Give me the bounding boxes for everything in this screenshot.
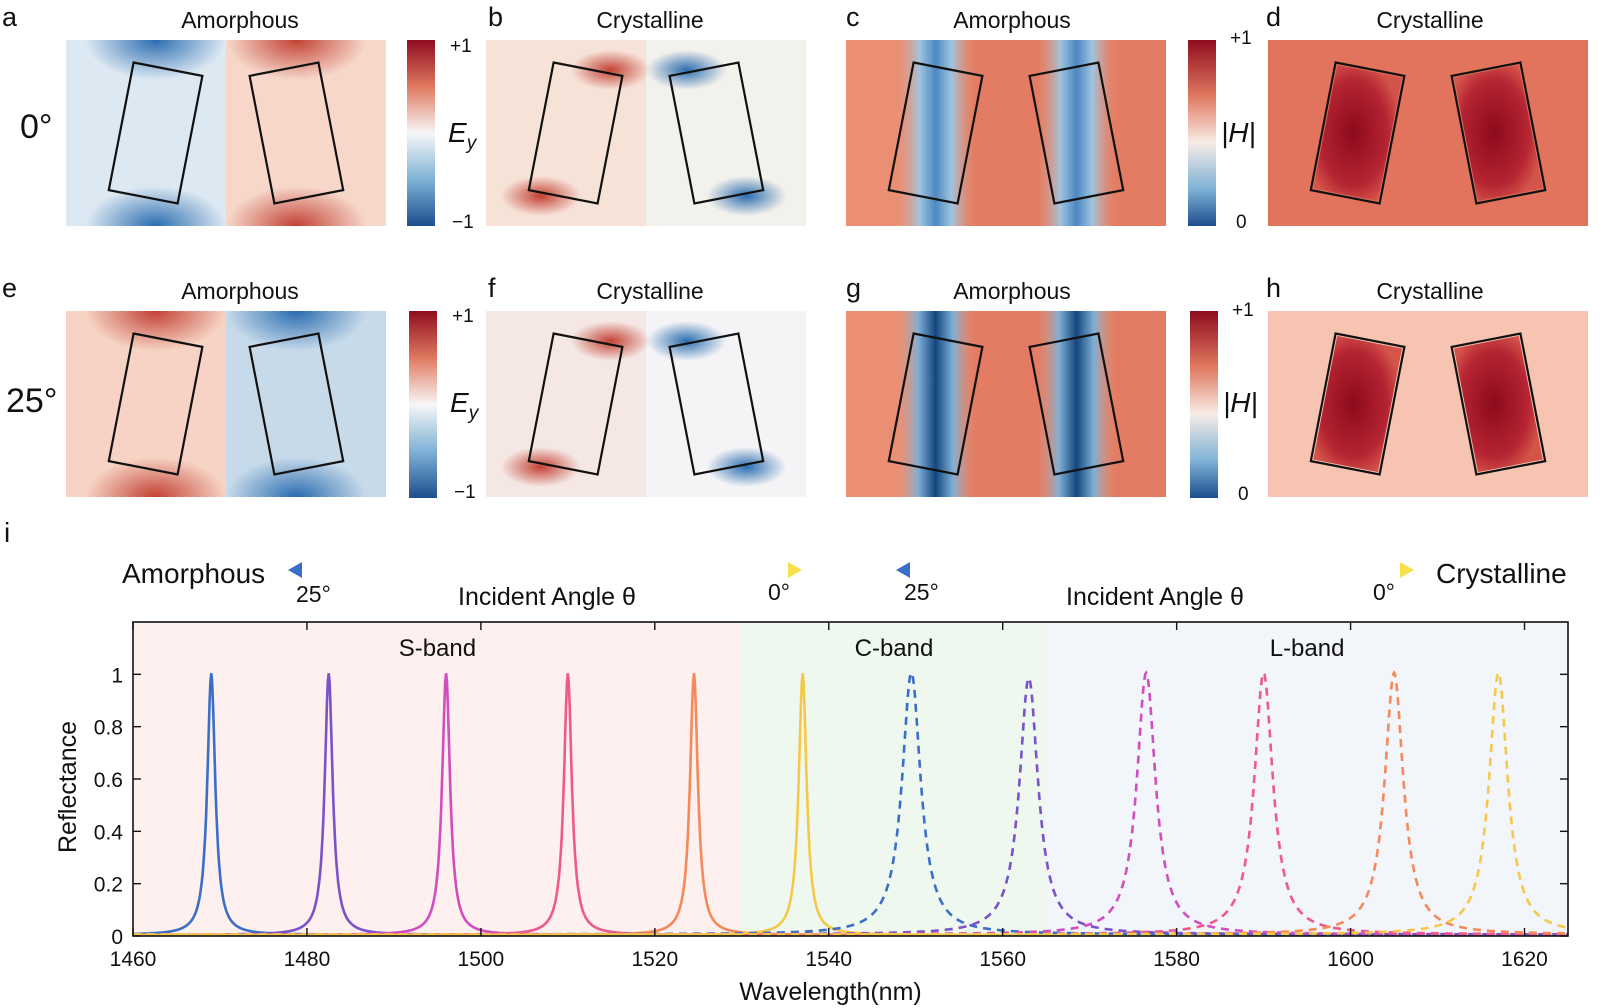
legend-crystalline-caption: Incident Angle θ <box>1066 583 1244 611</box>
colorbar-ey-label: E <box>448 117 467 148</box>
resonator-outline <box>1450 332 1547 476</box>
legend-crystalline-start: 25° <box>904 579 939 605</box>
panel-title-d: Crystalline <box>1376 7 1483 33</box>
resonator-outline <box>107 332 204 476</box>
legend-amorphous: Amorphous 25° Incident Angle θ 0° <box>122 558 802 611</box>
band-l-band <box>1046 622 1568 936</box>
field-panel-c: c Amorphous <box>846 2 1166 226</box>
panel-title-h: Crystalline <box>1376 278 1483 304</box>
legend-amorphous-start: 25° <box>296 581 331 607</box>
resonator-outline <box>1028 332 1125 476</box>
resonator-outline <box>1450 61 1547 205</box>
svg-text:Ey: Ey <box>448 117 478 154</box>
colorbar-ey-top-min: −1 <box>452 212 474 233</box>
resonator-outline <box>887 61 984 205</box>
x-tick-label: 1620 <box>1501 948 1548 971</box>
panel-letter-g: g <box>846 273 861 303</box>
band-s-band <box>133 622 742 936</box>
field-panel-e: e Amorphous <box>2 273 386 497</box>
x-tick-label: 1460 <box>110 948 157 971</box>
legend-amorphous-caption: Incident Angle θ <box>458 583 636 611</box>
colorbar-ey-sub-2: y <box>467 403 480 424</box>
resonator-outline <box>527 332 624 476</box>
field-panel-f: f Crystalline <box>486 273 806 497</box>
colorbar-h-label-2: |H| <box>1223 387 1258 418</box>
legend-crystalline-label: Crystalline <box>1436 558 1567 589</box>
panel-letter-e: e <box>2 273 17 303</box>
panel-title-c: Amorphous <box>953 7 1071 33</box>
resonator-outline <box>1309 332 1406 476</box>
colorbar-h-bottom-max: +1 <box>1232 300 1254 321</box>
colorbar-h-bottom: +1 0 |H| <box>1190 300 1258 505</box>
band-label: L-band <box>1270 635 1345 662</box>
field-panel-a: a Amorphous <box>2 2 386 226</box>
x-tick-label: 1600 <box>1327 948 1374 971</box>
colorbar-ey-label-2: E <box>450 387 469 418</box>
colorbar-ey-bottom-max: +1 <box>452 306 474 327</box>
legend-amorphous-end: 0° <box>768 579 790 605</box>
colorbar-h-bottom-min: 0 <box>1238 484 1249 505</box>
resonator-outline <box>248 61 345 205</box>
field-panel-d: d Crystalline <box>1266 2 1588 226</box>
legend-crystalline: Crystalline 25° Incident Angle θ 0° <box>896 558 1567 611</box>
y-tick-label: 0.6 <box>94 769 123 792</box>
colorbar-ey-top-max: +1 <box>450 36 472 57</box>
panel-letter-b: b <box>488 2 503 32</box>
x-tick-label: 1520 <box>631 948 678 971</box>
panel-letter-a: a <box>2 2 18 32</box>
panel-letter-c: c <box>846 2 860 32</box>
x-tick-label: 1480 <box>284 948 331 971</box>
field-panel-h: h Crystalline <box>1266 273 1588 497</box>
panel-letter-h: h <box>1266 273 1281 303</box>
series-line-crystalline-1617 <box>133 670 1569 936</box>
colorbar-h-top-max: +1 <box>1230 28 1252 49</box>
row-label-0deg: 0° <box>20 108 53 146</box>
panel-title-e: Amorphous <box>181 278 299 304</box>
colorbar-ey-bottom: +1 −1 Ey <box>409 306 480 503</box>
reflectance-chart: S-band C-band L-band 1460 1480 1500 1520 1540 15… <box>54 621 1569 1006</box>
resonator-outline <box>527 61 624 205</box>
y-tick-label: 0 <box>111 926 123 949</box>
x-tick-label: 1500 <box>458 948 505 971</box>
panel-letter-i: i <box>4 517 10 548</box>
panel-letter-f: f <box>488 273 496 303</box>
field-panel-g: g Amorphous <box>846 273 1166 497</box>
row-label-25deg: 25° <box>6 382 57 420</box>
x-tick-label: 1540 <box>805 948 852 971</box>
panel-title-b: Crystalline <box>596 7 703 33</box>
resonator-outline <box>668 332 765 476</box>
legend-amorphous-label: Amorphous <box>122 558 265 589</box>
field-panel-b: b Crystalline <box>486 2 806 226</box>
panel-title-a: Amorphous <box>181 7 299 33</box>
y-axis-label: Reflectance <box>54 721 82 853</box>
panel-title-g: Amorphous <box>953 278 1071 304</box>
band-label: S-band <box>399 635 476 662</box>
x-tick-label: 1580 <box>1153 948 1200 971</box>
y-tick-label: 0.2 <box>94 874 123 897</box>
colorbar-ey-bottom-min: −1 <box>454 482 476 503</box>
resonator-outline <box>1309 61 1406 205</box>
colorbar-h-label: |H| <box>1221 117 1256 148</box>
resonator-outline <box>887 332 984 476</box>
x-axis-label: Wavelength(nm) <box>739 978 921 1006</box>
y-tick-label: 1 <box>111 664 123 687</box>
y-tick-label: 0.4 <box>94 821 124 844</box>
colorbar-ey-sub: y <box>465 133 478 154</box>
resonator-outline <box>1028 61 1125 205</box>
svg-text:Ey: Ey <box>450 387 480 424</box>
x-tick-label: 1560 <box>979 948 1026 971</box>
y-tick-label: 0.8 <box>94 717 123 740</box>
colorbar-h-top: +1 0 |H| <box>1188 28 1256 233</box>
resonator-outline <box>248 332 345 476</box>
colorbar-h-top-min: 0 <box>1236 212 1247 233</box>
resonator-outline <box>668 61 765 205</box>
legend-crystalline-end: 0° <box>1373 579 1395 605</box>
resonator-outline <box>107 61 204 205</box>
band-c-band <box>741 622 1047 936</box>
band-label: C-band <box>855 635 934 662</box>
colorbar-ey-top: +1 −1 Ey <box>407 36 478 233</box>
panel-letter-d: d <box>1266 2 1281 32</box>
panel-title-f: Crystalline <box>596 278 703 304</box>
